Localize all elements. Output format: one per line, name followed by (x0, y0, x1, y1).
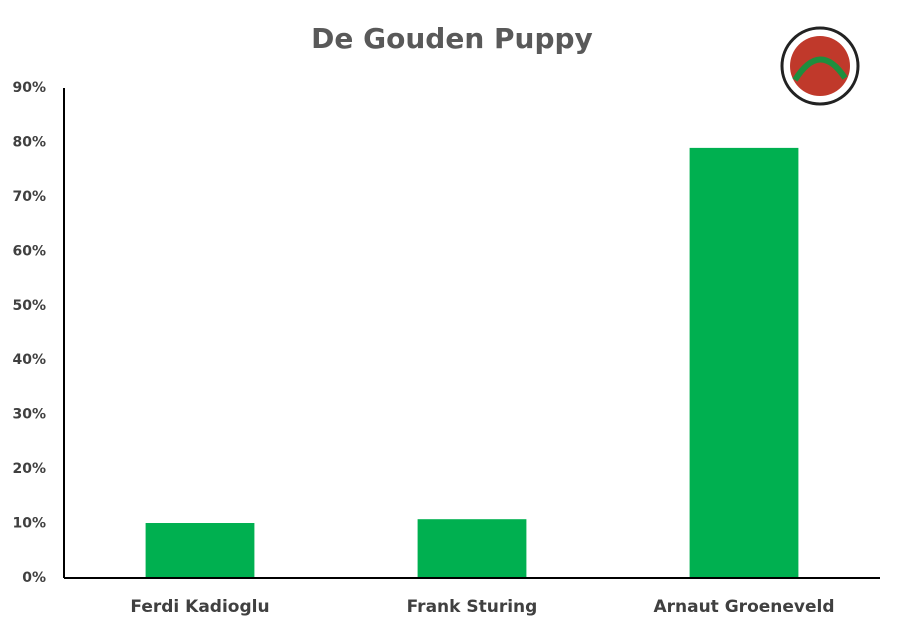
logo-swoosh (792, 56, 848, 82)
bar (145, 523, 255, 578)
y-tick-label: 50% (12, 298, 46, 314)
logo (780, 26, 860, 106)
x-tick-label: Ferdi Kadioglu (130, 597, 269, 617)
y-tick-label: 20% (12, 461, 46, 477)
y-tick-label: 80% (12, 134, 46, 150)
y-tick-label: 70% (12, 189, 46, 205)
bar (417, 519, 527, 578)
y-tick-label: 0% (22, 570, 46, 586)
y-tick-label: 10% (12, 516, 46, 532)
y-tick-label: 30% (12, 407, 46, 423)
y-tick-label: 40% (12, 352, 46, 368)
bar (689, 147, 799, 578)
x-tick-label: Arnaut Groeneveld (653, 597, 834, 617)
chart-title: De Gouden Puppy (311, 22, 593, 55)
logo-center (790, 36, 850, 96)
y-tick-label: 60% (12, 243, 46, 259)
y-tick-label: 90% (12, 80, 46, 96)
x-tick-label: Frank Sturing (407, 597, 538, 617)
